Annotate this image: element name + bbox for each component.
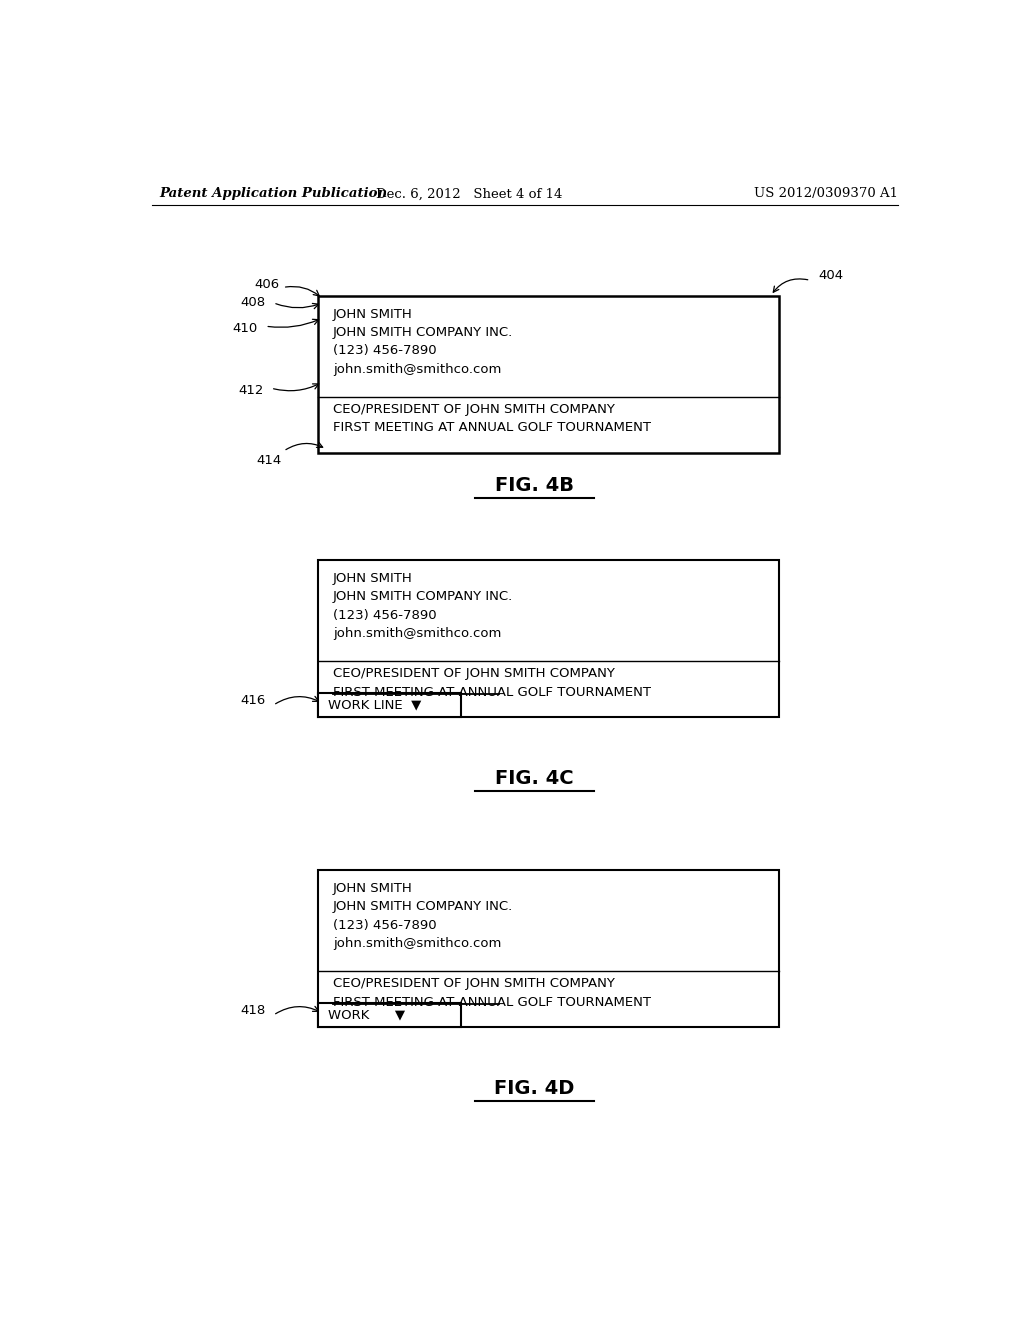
Text: (123) 456-7890: (123) 456-7890: [333, 609, 436, 622]
Text: FIRST MEETING AT ANNUAL GOLF TOURNAMENT: FIRST MEETING AT ANNUAL GOLF TOURNAMENT: [333, 995, 650, 1008]
Text: JOHN SMITH COMPANY INC.: JOHN SMITH COMPANY INC.: [333, 326, 513, 339]
Text: Dec. 6, 2012   Sheet 4 of 14: Dec. 6, 2012 Sheet 4 of 14: [376, 187, 562, 201]
Bar: [318, 296, 778, 453]
Text: 408: 408: [241, 296, 266, 309]
Bar: [318, 693, 461, 718]
Text: JOHN SMITH: JOHN SMITH: [333, 882, 413, 895]
Text: CEO/PRESIDENT OF JOHN SMITH COMPANY: CEO/PRESIDENT OF JOHN SMITH COMPANY: [333, 977, 614, 990]
Bar: [318, 870, 778, 1027]
Text: 410: 410: [232, 322, 258, 335]
Text: (123) 456-7890: (123) 456-7890: [333, 345, 436, 358]
Text: JOHN SMITH: JOHN SMITH: [333, 572, 413, 585]
Text: JOHN SMITH: JOHN SMITH: [333, 308, 413, 321]
Text: JOHN SMITH COMPANY INC.: JOHN SMITH COMPANY INC.: [333, 590, 513, 603]
Text: WORK      ▼: WORK ▼: [328, 1008, 406, 1022]
Text: (123) 456-7890: (123) 456-7890: [333, 919, 436, 932]
Text: john.smith@smithco.com: john.smith@smithco.com: [333, 627, 501, 640]
Text: 414: 414: [257, 454, 282, 467]
Bar: [318, 560, 778, 718]
Text: FIG. 4B: FIG. 4B: [495, 477, 573, 495]
Text: 418: 418: [241, 1003, 266, 1016]
Text: 404: 404: [818, 269, 844, 281]
Text: 416: 416: [241, 693, 266, 706]
Text: CEO/PRESIDENT OF JOHN SMITH COMPANY: CEO/PRESIDENT OF JOHN SMITH COMPANY: [333, 668, 614, 680]
Text: FIG. 4D: FIG. 4D: [495, 1078, 574, 1098]
Text: john.smith@smithco.com: john.smith@smithco.com: [333, 937, 501, 950]
Text: WORK LINE  ▼: WORK LINE ▼: [328, 698, 421, 711]
Text: FIRST MEETING AT ANNUAL GOLF TOURNAMENT: FIRST MEETING AT ANNUAL GOLF TOURNAMENT: [333, 685, 650, 698]
Text: 412: 412: [239, 384, 264, 396]
Bar: [318, 1003, 461, 1027]
Text: john.smith@smithco.com: john.smith@smithco.com: [333, 363, 501, 376]
Text: FIRST MEETING AT ANNUAL GOLF TOURNAMENT: FIRST MEETING AT ANNUAL GOLF TOURNAMENT: [333, 421, 650, 434]
Text: 406: 406: [254, 279, 280, 290]
Text: FIG. 4C: FIG. 4C: [495, 770, 573, 788]
Text: US 2012/0309370 A1: US 2012/0309370 A1: [754, 187, 898, 201]
Text: Patent Application Publication: Patent Application Publication: [160, 187, 388, 201]
Text: CEO/PRESIDENT OF JOHN SMITH COMPANY: CEO/PRESIDENT OF JOHN SMITH COMPANY: [333, 403, 614, 416]
Text: JOHN SMITH COMPANY INC.: JOHN SMITH COMPANY INC.: [333, 900, 513, 913]
